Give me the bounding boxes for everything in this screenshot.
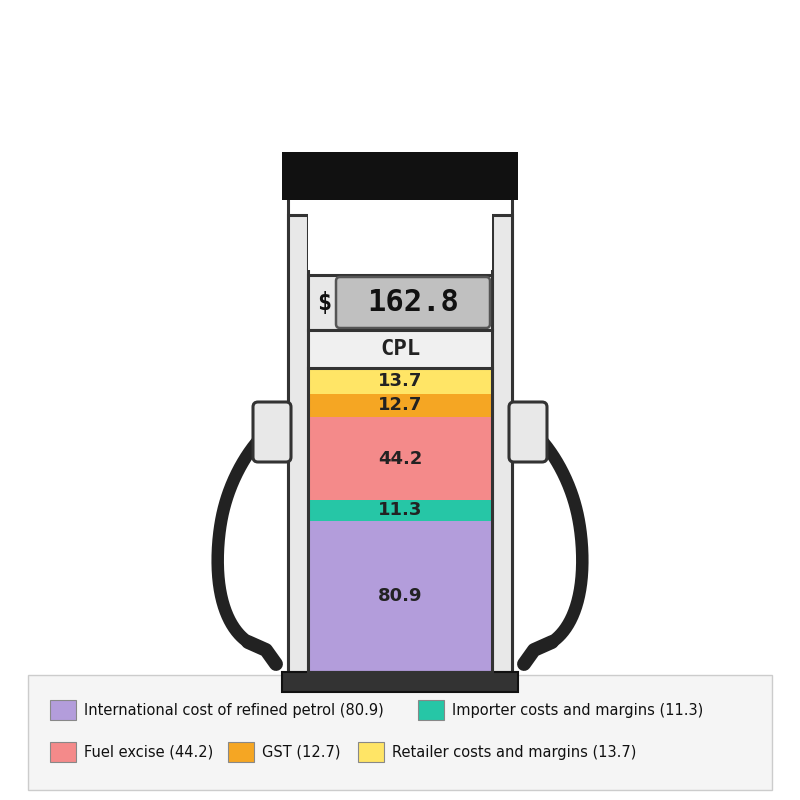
Bar: [308, 275, 492, 330]
Text: 80.9: 80.9: [378, 587, 422, 606]
Bar: [288, 215, 308, 672]
Text: 12.7: 12.7: [378, 397, 422, 414]
Bar: [418, 700, 444, 720]
Bar: [288, 160, 512, 672]
Text: GST (12.7): GST (12.7): [262, 745, 341, 759]
Text: $: $: [317, 290, 331, 314]
Text: CPL: CPL: [380, 339, 420, 359]
Bar: [308, 521, 492, 672]
Bar: [492, 215, 512, 672]
Text: 13.7: 13.7: [378, 372, 422, 390]
FancyBboxPatch shape: [509, 402, 547, 462]
Bar: [282, 152, 518, 200]
Bar: [308, 500, 492, 521]
Text: Importer costs and margins (11.3): Importer costs and margins (11.3): [452, 702, 703, 718]
Bar: [308, 394, 492, 418]
Bar: [358, 742, 384, 762]
Bar: [282, 672, 518, 692]
Text: Retailer costs and margins (13.7): Retailer costs and margins (13.7): [392, 745, 636, 759]
Bar: [308, 200, 492, 270]
Text: 162.8: 162.8: [367, 288, 459, 317]
Bar: [228, 742, 254, 762]
Bar: [50, 742, 76, 762]
Bar: [308, 330, 492, 368]
Bar: [50, 700, 76, 720]
Bar: [308, 330, 492, 672]
Bar: [308, 418, 492, 500]
FancyBboxPatch shape: [336, 277, 490, 328]
Bar: [308, 368, 492, 394]
Text: 11.3: 11.3: [378, 502, 422, 519]
Text: Fuel excise (44.2): Fuel excise (44.2): [84, 745, 214, 759]
FancyBboxPatch shape: [253, 402, 291, 462]
Text: International cost of refined petrol (80.9): International cost of refined petrol (80…: [84, 702, 384, 718]
Text: 44.2: 44.2: [378, 450, 422, 467]
Bar: [28, 675, 772, 790]
